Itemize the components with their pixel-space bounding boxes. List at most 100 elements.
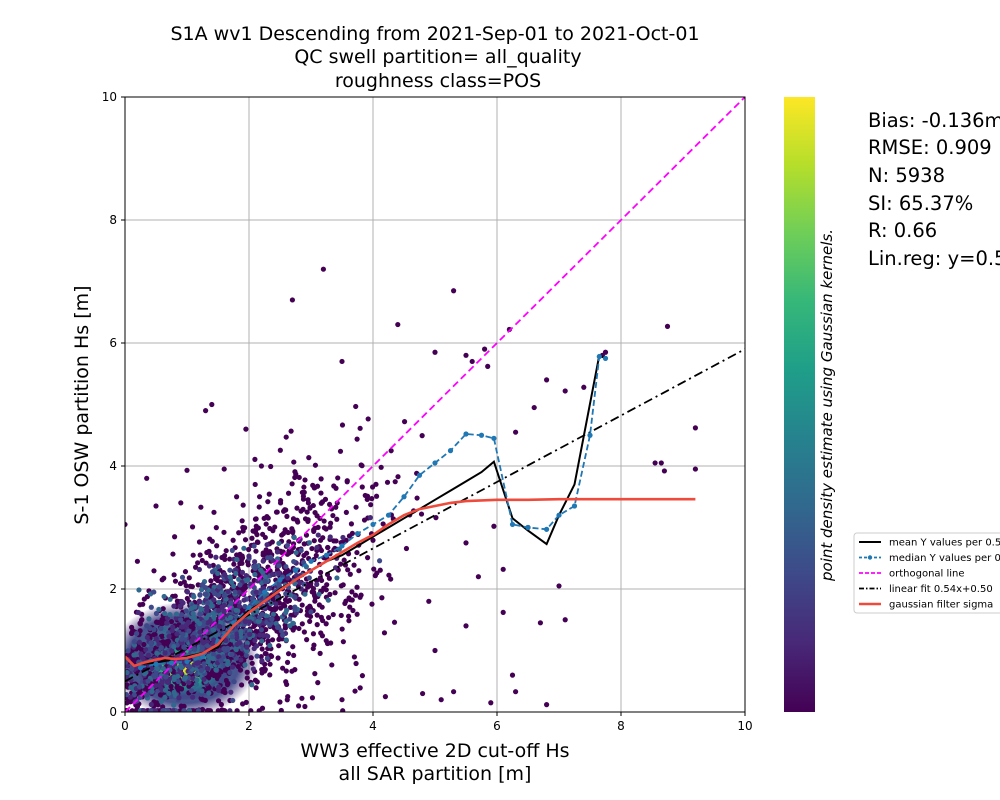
scatter-point <box>296 474 302 481</box>
scatter-point <box>306 540 312 546</box>
scatter-point <box>215 564 221 570</box>
scatter-point <box>330 611 336 618</box>
scatter-point <box>205 659 211 665</box>
scatter-point <box>318 500 324 506</box>
scatter-point <box>134 703 141 710</box>
scatter-point <box>463 352 469 358</box>
scatter-point <box>282 625 288 631</box>
scatter-point <box>190 708 197 712</box>
stat-rmse: RMSE: 0.909 <box>868 136 992 159</box>
scatter-point <box>206 690 212 696</box>
scatter-point <box>259 611 265 618</box>
scatter-point <box>253 548 259 554</box>
median-marker <box>602 355 609 361</box>
scatter-point <box>310 645 316 652</box>
scatter-point <box>242 584 249 591</box>
scatter-point <box>223 677 229 684</box>
scatter-point <box>302 703 308 710</box>
scatter-point <box>198 504 204 510</box>
stat-bias: Bias: -0.136m <box>868 109 1000 132</box>
scatter-point <box>163 674 169 680</box>
scatter-point <box>210 641 216 647</box>
scatter-point <box>327 524 333 530</box>
scatter-point <box>140 708 146 712</box>
scatter-point <box>509 672 516 678</box>
scatter-point <box>334 575 340 581</box>
scatter-point <box>179 640 185 646</box>
scatter-point <box>125 521 128 528</box>
median-marker <box>432 460 438 466</box>
scatter-point <box>426 598 432 604</box>
scatter-point <box>210 656 216 662</box>
scatter-point <box>160 606 166 612</box>
scatter-point <box>249 535 255 541</box>
scatter-point <box>238 657 244 663</box>
scatter-point <box>293 572 300 579</box>
scatter-point <box>316 602 322 608</box>
scatter-point <box>315 524 321 531</box>
scatter-point <box>359 463 365 469</box>
scatter-point <box>250 666 256 672</box>
scatter-point <box>231 679 237 685</box>
scatter-point <box>213 667 219 673</box>
scatter-point <box>292 474 298 481</box>
scatter-point <box>184 467 190 473</box>
scatter-point <box>244 648 250 654</box>
scatter-point <box>221 466 227 472</box>
scatter-point <box>148 640 154 646</box>
scatter-point <box>270 611 276 617</box>
scatter-point <box>149 665 155 672</box>
scatter-point <box>129 666 135 672</box>
scatter-point <box>315 532 321 538</box>
scatter-point <box>278 707 284 712</box>
scatter-point <box>200 582 206 588</box>
scatter-point <box>237 582 243 588</box>
chart-title-line-1: S1A wv1 Descending from 2021-Sep-01 to 2… <box>170 23 699 45</box>
scatter-point <box>222 689 228 696</box>
scatter-point <box>692 466 699 472</box>
scatter-point <box>236 589 242 595</box>
scatter-point <box>204 665 211 672</box>
scatter-point <box>211 627 217 633</box>
scatter-point <box>244 675 250 681</box>
scatter-point <box>171 572 177 578</box>
scatter-point <box>357 594 363 600</box>
x-tick-label: 6 <box>493 719 501 733</box>
scatter-point <box>285 529 291 536</box>
scatter-point <box>242 537 249 543</box>
scatter-point <box>225 588 231 595</box>
scatter-point <box>255 539 261 546</box>
scatter-point <box>242 603 248 610</box>
scatter-point <box>237 640 243 646</box>
scatter-point <box>304 637 310 643</box>
median-marker <box>184 658 190 665</box>
median-marker <box>354 531 361 537</box>
scatter-point <box>296 596 302 602</box>
scatter-point <box>228 579 235 585</box>
scatter-point <box>199 688 205 694</box>
scatter-point <box>351 562 357 568</box>
scatter-point <box>189 639 195 645</box>
median-marker <box>491 435 497 441</box>
x-tick-label: 4 <box>369 719 377 733</box>
x-axis-label-line-1: WW3 effective 2D cut-off Hs <box>300 740 569 762</box>
scatter-point <box>206 563 213 569</box>
scatter-point <box>166 633 172 639</box>
median-marker <box>246 604 252 611</box>
scatter-point <box>278 628 284 634</box>
scatter-point <box>276 570 282 576</box>
scatter-point <box>308 609 314 615</box>
median-marker <box>323 552 330 558</box>
scatter-point <box>204 643 210 649</box>
scatter-point <box>205 708 211 712</box>
scatter-point <box>181 644 187 650</box>
scatter-point <box>165 679 172 686</box>
scatter-point <box>463 623 469 629</box>
scatter-point <box>244 669 250 675</box>
scatter-point <box>211 509 217 515</box>
scatter-point <box>197 592 203 598</box>
scatter-point <box>180 624 186 630</box>
scatter-point <box>340 708 346 712</box>
scatter-point <box>283 637 289 643</box>
scatter-point <box>148 701 154 708</box>
